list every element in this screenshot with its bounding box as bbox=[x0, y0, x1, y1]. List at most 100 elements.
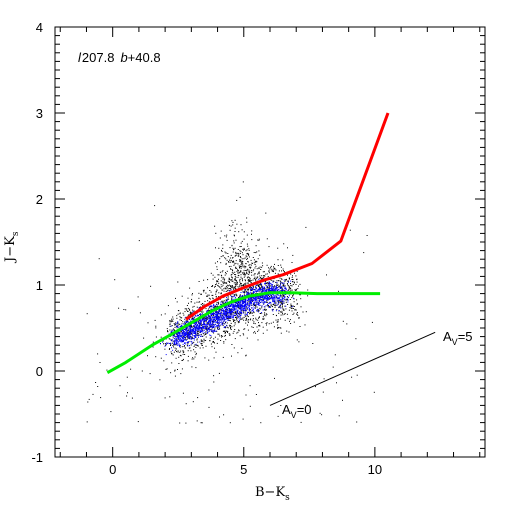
scatter-point bbox=[259, 254, 261, 256]
scatter-point bbox=[231, 305, 233, 307]
scatter-point bbox=[194, 337, 196, 338]
y-tick-label: 2 bbox=[36, 192, 43, 207]
scatter-point bbox=[173, 335, 175, 337]
scatter-point bbox=[280, 332, 282, 334]
scatter-point bbox=[192, 335, 194, 337]
scatter-point bbox=[214, 324, 216, 325]
scatter-point bbox=[226, 305, 228, 307]
scatter-point bbox=[194, 326, 196, 328]
scatter-point bbox=[244, 283, 246, 285]
scatter-point bbox=[179, 351, 181, 353]
scatter-point bbox=[219, 335, 221, 337]
scatter-point bbox=[169, 343, 171, 344]
scatter-point bbox=[178, 345, 180, 346]
scatter-point bbox=[242, 309, 244, 311]
scatter-point bbox=[219, 318, 221, 320]
scatter-point bbox=[192, 311, 194, 313]
scatter-point bbox=[264, 308, 266, 310]
scatter-point bbox=[253, 278, 255, 280]
scatter-point bbox=[242, 306, 244, 308]
scatter-point bbox=[171, 342, 173, 344]
scatter-point bbox=[191, 331, 193, 333]
scatter-point bbox=[233, 261, 235, 263]
scatter-point bbox=[223, 312, 225, 314]
scatter-point bbox=[231, 285, 233, 287]
scatter-point bbox=[269, 302, 270, 304]
scatter-point bbox=[244, 300, 246, 302]
scatter-point bbox=[302, 311, 304, 313]
scatter-point bbox=[198, 323, 200, 324]
scatter-point bbox=[187, 320, 189, 322]
scatter-point bbox=[245, 313, 247, 315]
scatter-point bbox=[285, 293, 287, 295]
scatter-point bbox=[264, 275, 266, 277]
scatter-point bbox=[286, 313, 288, 315]
scatter-point bbox=[252, 318, 254, 320]
scatter-point bbox=[171, 320, 173, 322]
scatter-point bbox=[234, 263, 236, 265]
scatter-point bbox=[230, 254, 232, 256]
scatter-point bbox=[238, 330, 240, 332]
scatter-point bbox=[294, 308, 296, 310]
scatter-point bbox=[251, 304, 253, 306]
scatter-point bbox=[185, 316, 187, 318]
scatter-point bbox=[224, 235, 226, 237]
scatter-point bbox=[236, 318, 238, 319]
scatter-point bbox=[200, 303, 202, 305]
scatter-point bbox=[269, 268, 271, 270]
scatter-point bbox=[258, 271, 260, 273]
scatter-point bbox=[210, 272, 212, 274]
scatter-point bbox=[250, 299, 252, 301]
scatter-point bbox=[240, 271, 242, 273]
scatter-point bbox=[177, 337, 179, 339]
scatter-point bbox=[196, 420, 198, 422]
scatter-point bbox=[257, 258, 259, 260]
scatter-point bbox=[178, 310, 180, 312]
scatter-point bbox=[283, 298, 285, 300]
scatter-point bbox=[178, 337, 180, 339]
scatter-point bbox=[255, 265, 257, 267]
scatter-point bbox=[204, 300, 206, 302]
scatter-point bbox=[222, 244, 224, 246]
scatter-point bbox=[234, 274, 236, 275]
scatter-point bbox=[199, 314, 201, 315]
scatter-point bbox=[240, 305, 242, 307]
scatter-point bbox=[294, 272, 295, 274]
scatter-point bbox=[164, 348, 166, 350]
scatter-point bbox=[277, 265, 279, 266]
scatter-point bbox=[204, 326, 206, 328]
scatter-point bbox=[233, 249, 234, 251]
scatter-point bbox=[206, 332, 208, 334]
scatter-point bbox=[228, 311, 230, 313]
scatter-point bbox=[274, 301, 276, 303]
scatter-point bbox=[281, 295, 283, 297]
scatter-point bbox=[190, 301, 192, 303]
scatter-point bbox=[283, 313, 285, 315]
scatter-point bbox=[230, 260, 232, 262]
scatter-point bbox=[211, 305, 213, 307]
scatter-point bbox=[280, 300, 282, 302]
scatter-point bbox=[214, 342, 215, 344]
scatter-point bbox=[170, 331, 172, 333]
scatter-point bbox=[223, 323, 225, 325]
scatter-point bbox=[258, 238, 260, 240]
scatter-point bbox=[183, 328, 185, 330]
scatter-point bbox=[277, 324, 279, 326]
scatter-point bbox=[239, 303, 241, 305]
scatter-point bbox=[200, 321, 202, 323]
scatter-point bbox=[250, 309, 251, 311]
scatter-point bbox=[228, 266, 230, 268]
scatter-point bbox=[246, 318, 248, 320]
scatter-point bbox=[253, 292, 255, 293]
scatter-point bbox=[258, 329, 260, 331]
scatter-point bbox=[236, 332, 238, 334]
scatter-point bbox=[284, 288, 286, 290]
scatter-point bbox=[227, 312, 229, 314]
scatter-point bbox=[239, 302, 241, 304]
scatter-point bbox=[203, 321, 205, 323]
scatter-point bbox=[237, 249, 239, 250]
scatter-point bbox=[214, 328, 216, 330]
scatter-point bbox=[243, 301, 245, 303]
scatter-point bbox=[229, 261, 231, 263]
scatter-point bbox=[231, 287, 233, 289]
